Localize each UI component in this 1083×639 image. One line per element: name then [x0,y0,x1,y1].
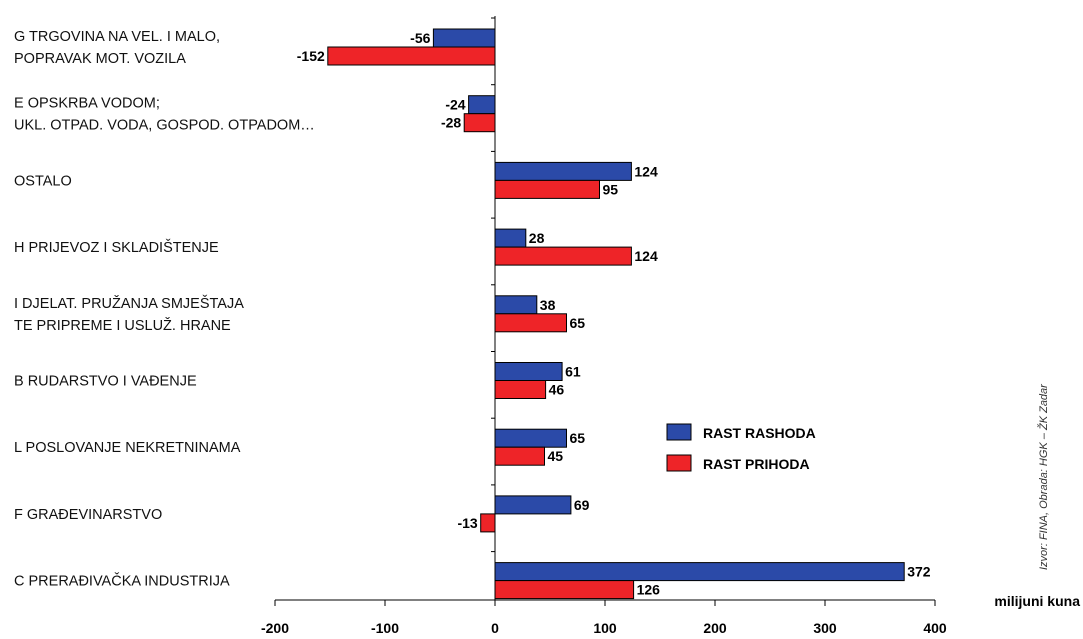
bar-rast-rashoda-1 [468,95,496,115]
value-label-rast-prihoda-6: 45 [548,448,564,464]
x-tick-label: 200 [703,620,727,636]
category-label-1-line-0: E OPSKRBA VODOM; [14,96,160,112]
bar-rast-rashoda-2 [494,161,632,181]
bar-rast-rashoda-3 [494,228,527,248]
bar-rast-rashoda-6 [494,428,567,448]
bar-rast-prihoda-2 [494,179,600,199]
value-label-rast-prihoda-0: -152 [297,48,325,64]
labels-layer: -56 -152 G TRGOVINA NA VEL. I MALO, POPRAVA… [14,29,931,598]
source-note: Izvor: FINA, Obrada: HGK – ŽK Zadar [1037,383,1050,570]
legend-label-rast-rashoda: RAST RASHODA [703,425,816,441]
value-label-rast-prihoda-7: -13 [457,515,477,531]
value-label-rast-rashoda-6: 65 [570,430,586,446]
category-label-1-line-1: UKL. OTPAD. VODA, GOSPOD. OTPADOM… [14,118,315,134]
bar-rast-prihoda-7 [480,513,496,533]
bar-rast-prihoda-4 [494,313,567,333]
value-label-rast-rashoda-1: -24 [445,97,465,113]
bar-rast-prihoda-8 [494,580,635,600]
category-label-2: OSTALO [14,173,72,189]
value-label-rast-prihoda-3: 124 [634,248,658,264]
bar-rast-rashoda-8 [494,562,905,582]
value-label-rast-rashoda-0: -56 [410,30,430,46]
x-axis-unit-label: milijuni kuna [994,593,1080,609]
legend: RAST RASHODA RAST PRIHODA [666,423,816,472]
value-label-rast-rashoda-4: 38 [540,297,556,313]
category-label-4-line-1: TE PRIPREME I USLUŽ. HRANE [14,317,231,334]
axis-layer: -200 -100 0 100 200 300 400 [261,16,947,636]
category-label-4-line-0: I DJELAT. PRUŽANJA SMJEŠTAJA [14,295,244,312]
category-label-3: H PRIJEVOZ I SKLADIŠTENJE [14,239,219,256]
bar-rast-prihoda-5 [494,380,547,399]
x-tick-label: -100 [371,620,399,636]
category-label-5: B RUDARSTVO I VAĐENJE [14,374,197,390]
category-label-8: C PRERAĐIVAČKA INDUSTRIJA [14,573,230,590]
value-label-rast-prihoda-8: 126 [637,582,661,598]
bar-rast-prihoda-3 [494,246,632,266]
category-label-7: F GRAĐEVINARSTVO [14,507,162,523]
x-tick-label: 0 [491,620,499,636]
value-label-rast-rashoda-3: 28 [529,230,545,246]
category-label-0-line-1: POPRAVAK MOT. VOZILA [14,51,186,67]
value-label-rast-rashoda-8: 372 [907,564,931,580]
x-tick-label: 400 [923,620,947,636]
value-label-rast-prihoda-1: -28 [441,115,461,131]
bar-rast-rashoda-0 [432,28,496,48]
value-label-rast-prihoda-5: 46 [549,382,565,398]
value-label-rast-rashoda-5: 61 [565,364,581,380]
x-tick-label: 300 [813,620,837,636]
legend-label-rast-prihoda: RAST PRIHODA [703,456,810,472]
category-label-6: L POSLOVANJE NEKRETNINAMA [14,440,241,456]
value-label-rast-rashoda-2: 124 [634,163,658,179]
bar-rast-rashoda-4 [494,295,538,315]
legend-swatch-rast-rashoda [666,423,692,441]
bar-rast-rashoda-5 [494,362,563,381]
x-tick-label: 100 [593,620,617,636]
bar-rast-prihoda-0 [327,46,496,66]
x-tick-label: -200 [261,620,289,636]
value-label-rast-rashoda-7: 69 [574,497,590,513]
bar-rast-rashoda-7 [494,495,572,515]
category-label-0-line-0: G TRGOVINA NA VEL. I MALO, [14,29,220,45]
value-label-rast-prihoda-2: 95 [603,181,619,197]
bar-rast-prihoda-6 [494,446,545,466]
legend-swatch-rast-prihoda [666,454,692,472]
bar-rast-prihoda-1 [463,113,496,133]
bars-layer [327,28,905,600]
value-label-rast-prihoda-4: 65 [570,315,586,331]
